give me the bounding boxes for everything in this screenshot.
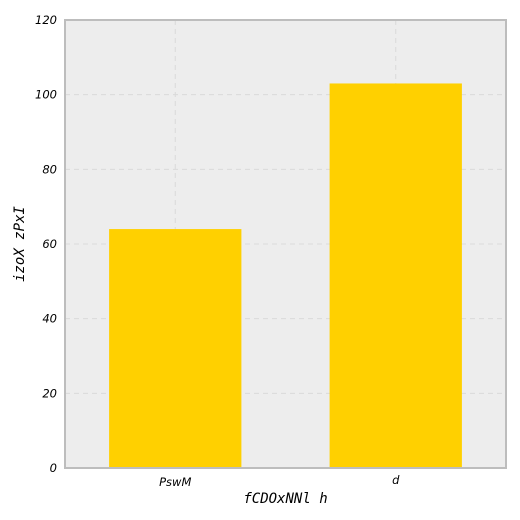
y-axis-ticks: 0 20 40 60 80 100 120 bbox=[35, 13, 57, 475]
bars bbox=[109, 83, 462, 468]
bar-d bbox=[329, 83, 462, 468]
y-axis-title: izoX zPxI bbox=[12, 206, 28, 282]
y-tick-label: 20 bbox=[42, 386, 57, 400]
y-tick-label: 0 bbox=[50, 461, 57, 475]
y-tick-label: 80 bbox=[42, 162, 57, 176]
y-tick-label: 100 bbox=[35, 88, 57, 102]
x-tick-label: d bbox=[392, 473, 400, 487]
x-axis-ticks: PswM d bbox=[159, 473, 400, 489]
x-tick-label: PswM bbox=[159, 475, 191, 489]
plot-frame bbox=[64, 19, 507, 469]
y-tick-label: 40 bbox=[42, 312, 57, 326]
y-tick-label: 60 bbox=[42, 237, 57, 251]
y-tick-label: 120 bbox=[35, 13, 57, 27]
x-axis-title: fCDOxNNl h bbox=[243, 491, 327, 507]
bar-PswM bbox=[109, 229, 242, 468]
